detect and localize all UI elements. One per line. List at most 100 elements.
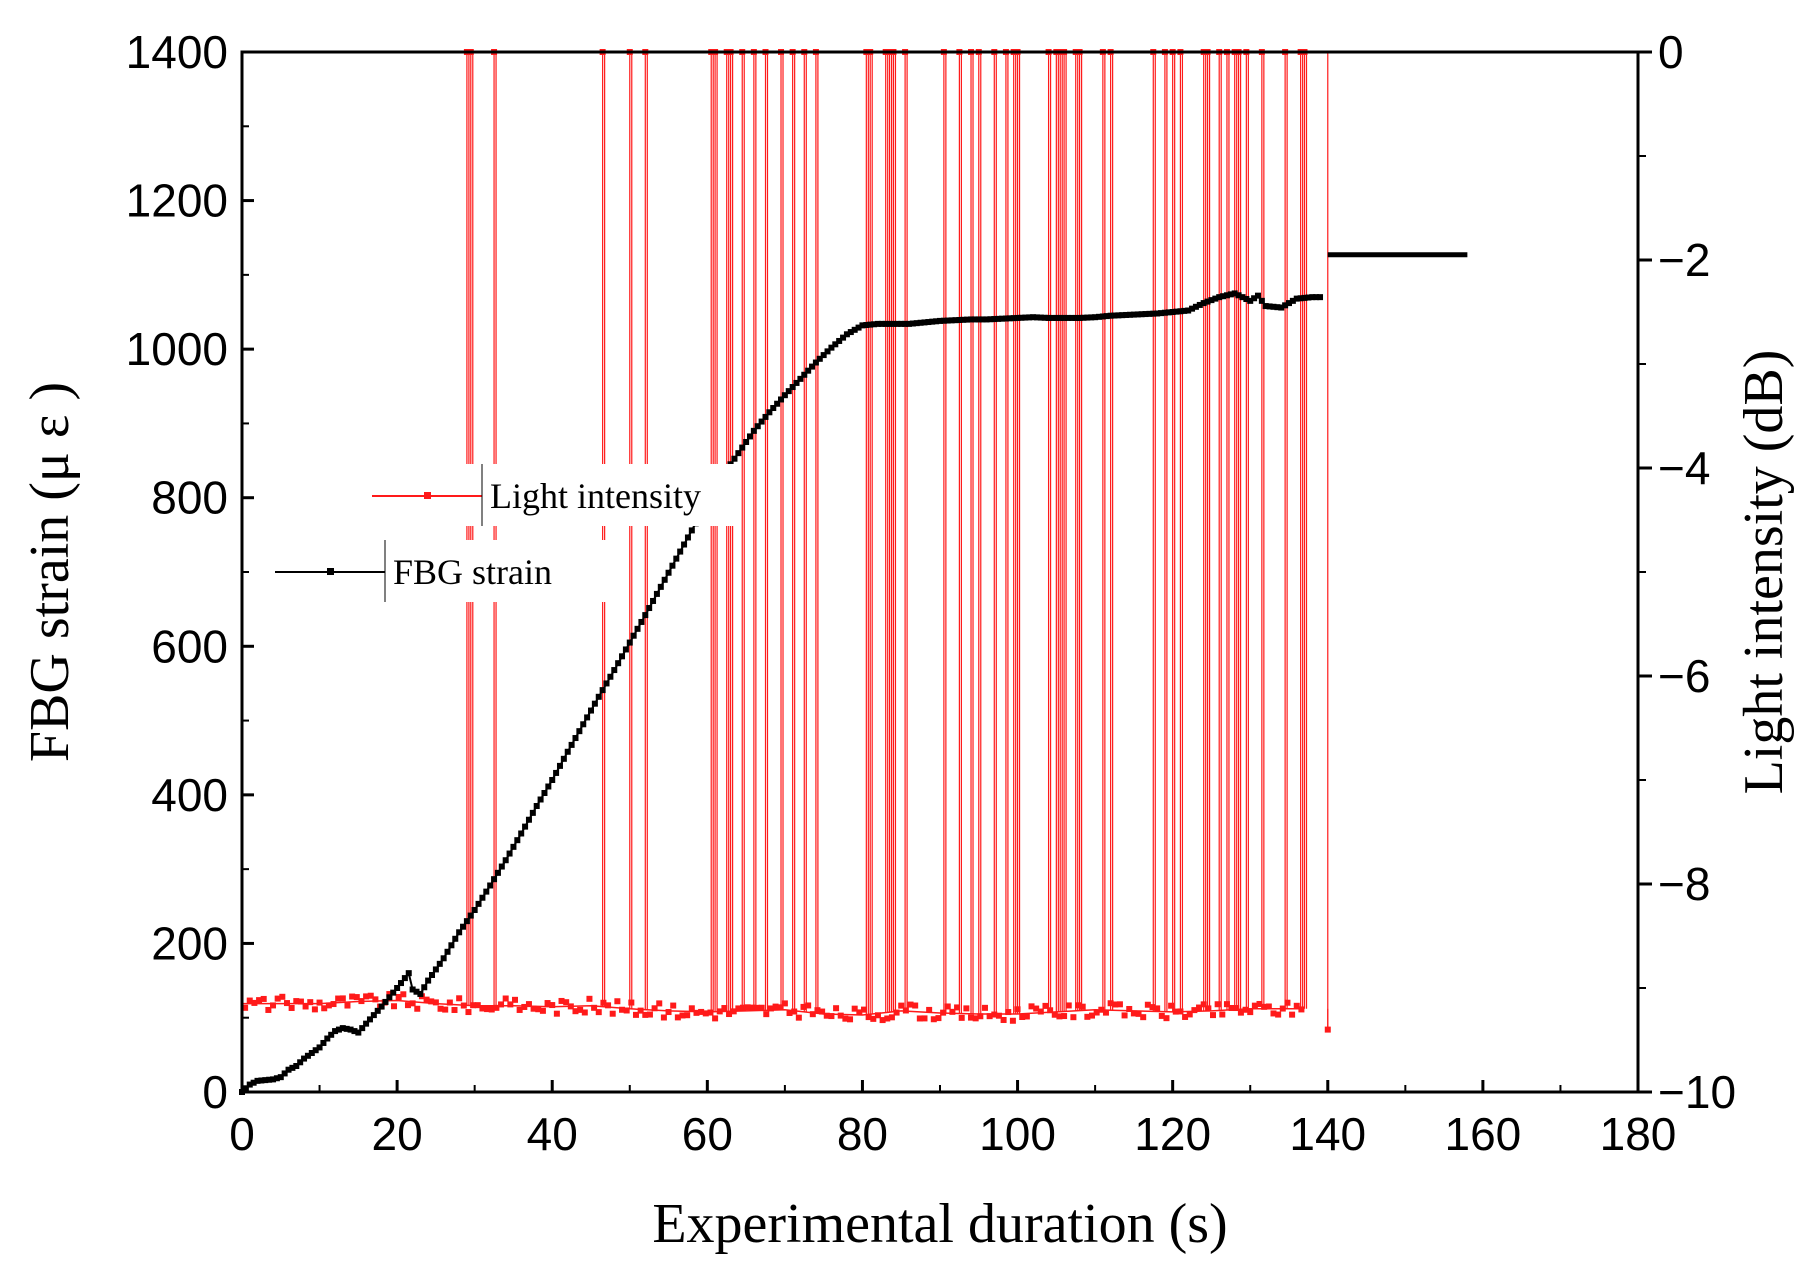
light-point [1228,1004,1235,1011]
y2-tick-label: −8 [1658,858,1710,910]
light-point [1251,1002,1258,1009]
light-point [256,997,263,1004]
strain-point [657,583,664,590]
light-point [325,1002,332,1009]
light-point [656,1000,663,1007]
light-point [763,1011,770,1018]
strain-point [653,590,660,597]
light-point [1135,1010,1142,1017]
light-point [432,999,439,1006]
y2-tick-label: −10 [1658,1066,1736,1118]
strain-point [785,388,792,395]
strain-point [250,1079,257,1086]
strain-point [630,632,637,639]
light-point [749,1004,756,1011]
light-point [1140,1014,1147,1021]
strain-point [1289,297,1296,304]
strain-point [1231,290,1238,297]
light-point [1144,1001,1151,1008]
strain-point [421,984,428,991]
light-point [1196,1004,1203,1011]
strain-point [595,693,602,700]
strain-point [514,837,521,844]
strain-point [840,334,847,341]
light-point [977,1013,984,1020]
strain-point [328,1031,335,1038]
light-point [1270,1010,1277,1017]
light-point [744,1004,751,1011]
light-point [339,995,346,1002]
strain-point [436,960,443,967]
light-point [1116,1001,1123,1008]
strain-point [1270,303,1277,310]
light-point [293,998,300,1005]
light-point [888,1014,895,1021]
strain-point [363,1020,370,1027]
light-point [567,1003,574,1010]
light-point [260,995,267,1002]
strain-point [332,1028,339,1035]
legend: Light intensity FBG strain [275,464,740,602]
strain-point [1154,310,1161,317]
strain-point [944,317,951,324]
strain-point [634,625,641,632]
y-tick-label: 200 [151,917,228,969]
strain-point [1068,314,1075,321]
legend-label-fbg-strain: FBG strain [393,552,552,592]
strain-point [1158,310,1165,317]
light-point [544,1000,551,1007]
strain-point [429,972,436,978]
light-point [688,1005,695,1012]
light-point [1051,1011,1058,1018]
y-axis-ticks: 0 200 400 600 800 1000 1200 1400 [126,26,254,1118]
strain-point [1119,312,1126,319]
strain-point [778,396,785,403]
strain-point [293,1063,300,1069]
light-point [516,1006,523,1013]
light-point [693,1009,700,1016]
strain-point [351,1028,358,1035]
strain-point [518,830,525,837]
strain-point [1239,294,1246,301]
strain-point [789,384,796,391]
light-point [1121,1012,1128,1019]
strain-point [1301,294,1308,301]
light-point [981,1004,988,1011]
light-point [502,995,509,1002]
light-point [591,1004,598,1011]
strain-point [859,322,866,329]
light-point [614,998,621,1005]
light-point [777,1004,784,1011]
strain-point [1150,310,1157,317]
strain-point [638,618,645,625]
strain-point [665,569,672,576]
strain-point [622,646,629,653]
light-point [930,1016,937,1023]
strain-point [774,400,781,407]
light-point [1070,1014,1077,1021]
strain-point [964,316,971,323]
x-tick-label: 80 [837,1108,888,1160]
strain-point [603,680,610,687]
x-tick-label: 180 [1600,1108,1677,1160]
strain-point [754,423,761,430]
strain-point [359,1025,366,1032]
light-point [581,1009,588,1016]
strain-point [890,320,897,327]
strain-point [766,409,773,416]
strain-point [607,673,614,680]
strain-point [1254,292,1261,299]
x-tick-label: 140 [1289,1108,1366,1160]
light-point [553,1010,560,1017]
strain-point [494,869,501,876]
strain-point [320,1039,327,1046]
light-point [423,996,430,1003]
strain-point [444,948,451,955]
strain-point [417,990,424,997]
strain-point [1309,294,1316,301]
strain-point [983,316,990,323]
y-tick-label: 1400 [126,26,228,78]
strain-point [537,796,544,803]
strain-point [1084,314,1091,321]
